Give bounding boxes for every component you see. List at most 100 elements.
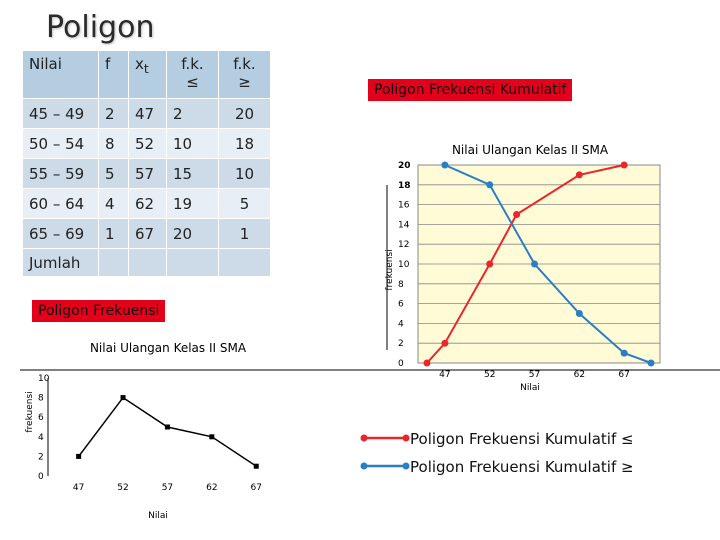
label-poligon-frekuensi: Poligon Frekuensi (30, 298, 168, 324)
cell-empty (166, 248, 219, 277)
data-point (253, 463, 259, 469)
table-header-row: Nilai f xt f.k. ≤ f.k. ≥ (22, 50, 271, 99)
legend-marker (402, 462, 410, 470)
data-point (486, 260, 494, 268)
x-tick-label: 52 (484, 370, 495, 380)
cell-fk-ge: 10 (218, 158, 271, 189)
data-point (120, 395, 126, 401)
table-row: 60 – 64 4 62 19 5 (22, 188, 271, 219)
series-line-kumulatif-le (426, 164, 625, 364)
header-fk-le: f.k. ≤ (166, 50, 219, 99)
data-point (575, 310, 583, 317)
table-row: 55 – 59 5 57 15 10 (22, 158, 271, 189)
data-point (441, 161, 449, 169)
cell-f: 8 (98, 128, 129, 159)
cell-fk-le: 10 (166, 128, 219, 159)
x-tick-label: 67 (251, 483, 262, 493)
y-tick-label: 4 (398, 319, 404, 329)
chart-title: Nilai Ulangan Kelas II SMA (90, 341, 247, 355)
y-tick-label: 2 (38, 452, 44, 462)
cell-f: 4 (98, 188, 129, 219)
cell-xt: 67 (128, 218, 167, 249)
y-tick-label: 0 (398, 359, 404, 369)
cell-xt: 62 (128, 188, 167, 219)
legend-label: Poligon Frekuensi Kumulatif ≥ (410, 458, 634, 476)
header-xt-sub: t (143, 61, 149, 76)
y-axis-label: frekuensi (385, 249, 395, 290)
header-fk-ge-top: f.k. (233, 55, 256, 73)
cell-f: 2 (98, 98, 129, 129)
header-f: f (98, 50, 129, 99)
cell-jumlah: Jumlah (22, 248, 99, 277)
data-point (486, 181, 494, 189)
data-point (620, 349, 628, 357)
y-tick-label: 2 (398, 339, 404, 349)
cell-fk-ge: 5 (218, 188, 271, 219)
data-point (209, 434, 215, 440)
x-tick-label: 62 (206, 483, 217, 493)
header-xt-base: x (135, 55, 144, 73)
x-tick-label: 57 (529, 370, 540, 380)
data-point (575, 171, 583, 179)
series-line-kumulatif-ge (444, 164, 652, 364)
table-row: 65 – 69 1 67 20 1 (22, 218, 271, 249)
cell-xt: 52 (128, 128, 167, 159)
slide-title: Poligon (46, 10, 155, 45)
table-row: 50 – 54 8 52 10 18 (22, 128, 271, 159)
cell-fk-le: 19 (166, 188, 219, 219)
y-tick-label: 10 (398, 260, 410, 270)
cell-xt: 47 (128, 98, 167, 129)
y-tick-label: 12 (398, 240, 409, 250)
y-axis-label: frekuensi (25, 391, 35, 432)
y-tick-label: 8 (38, 394, 44, 404)
cell-fk-le: 15 (166, 158, 219, 189)
data-point (620, 161, 628, 169)
y-tick-label: 16 (398, 201, 410, 211)
x-tick-label: 52 (117, 483, 128, 493)
header-nilai: Nilai (22, 50, 99, 99)
header-xt: xt (128, 50, 167, 99)
y-tick-label: 6 (38, 413, 44, 423)
data-point (423, 359, 431, 367)
series-line-frekuensi (78, 396, 257, 467)
y-tick-label: 8 (398, 280, 404, 290)
y-tick-label: 4 (38, 433, 44, 443)
x-tick-label: 47 (73, 483, 84, 493)
legend-label: Poligon Frekuensi Kumulatif ≤ (410, 430, 634, 448)
frequency-table: Nilai f xt f.k. ≤ f.k. ≥ 45 – 49 2 47 2 20… (22, 50, 271, 277)
x-tick-label: 67 (618, 370, 629, 380)
cell-fk-le: 2 (166, 98, 219, 129)
legend-marker (402, 434, 410, 442)
cell-xt: 57 (128, 158, 167, 189)
label-poligon-kumulatif: Poligon Frekuensi Kumulatif (366, 77, 575, 103)
data-point (647, 359, 655, 367)
header-fk-le-top: f.k. (181, 55, 204, 73)
cell-fk-ge: 1 (218, 218, 271, 249)
cell-f: 1 (98, 218, 129, 249)
cell-empty (128, 248, 167, 277)
header-fk-le-bottom: ≤ (186, 73, 199, 91)
cell-empty (98, 248, 129, 277)
data-point (531, 260, 539, 268)
data-point (513, 211, 521, 218)
cell-fk-ge: 18 (218, 128, 271, 159)
legend-marker (360, 462, 368, 470)
x-tick-label: 57 (162, 483, 173, 493)
y-tick-label: 6 (398, 300, 404, 310)
data-point (164, 424, 170, 430)
x-tick-label: 62 (574, 370, 585, 380)
header-fk-ge-bottom: ≥ (238, 73, 251, 91)
y-tick-label: 0 (38, 472, 44, 482)
data-point (441, 339, 449, 347)
y-tick-label: 18 (398, 181, 411, 191)
cell-nilai: 60 – 64 (22, 188, 99, 219)
table-total-row: Jumlah (22, 248, 271, 277)
cell-nilai: 45 – 49 (22, 98, 99, 129)
x-axis-label: Nilai (520, 383, 540, 393)
x-tick-label: 47 (439, 370, 450, 380)
header-fk-ge: f.k. ≥ (218, 50, 271, 99)
data-point (76, 453, 82, 459)
x-axis-label: Nilai (148, 511, 168, 521)
y-tick-label: 10 (38, 374, 50, 384)
